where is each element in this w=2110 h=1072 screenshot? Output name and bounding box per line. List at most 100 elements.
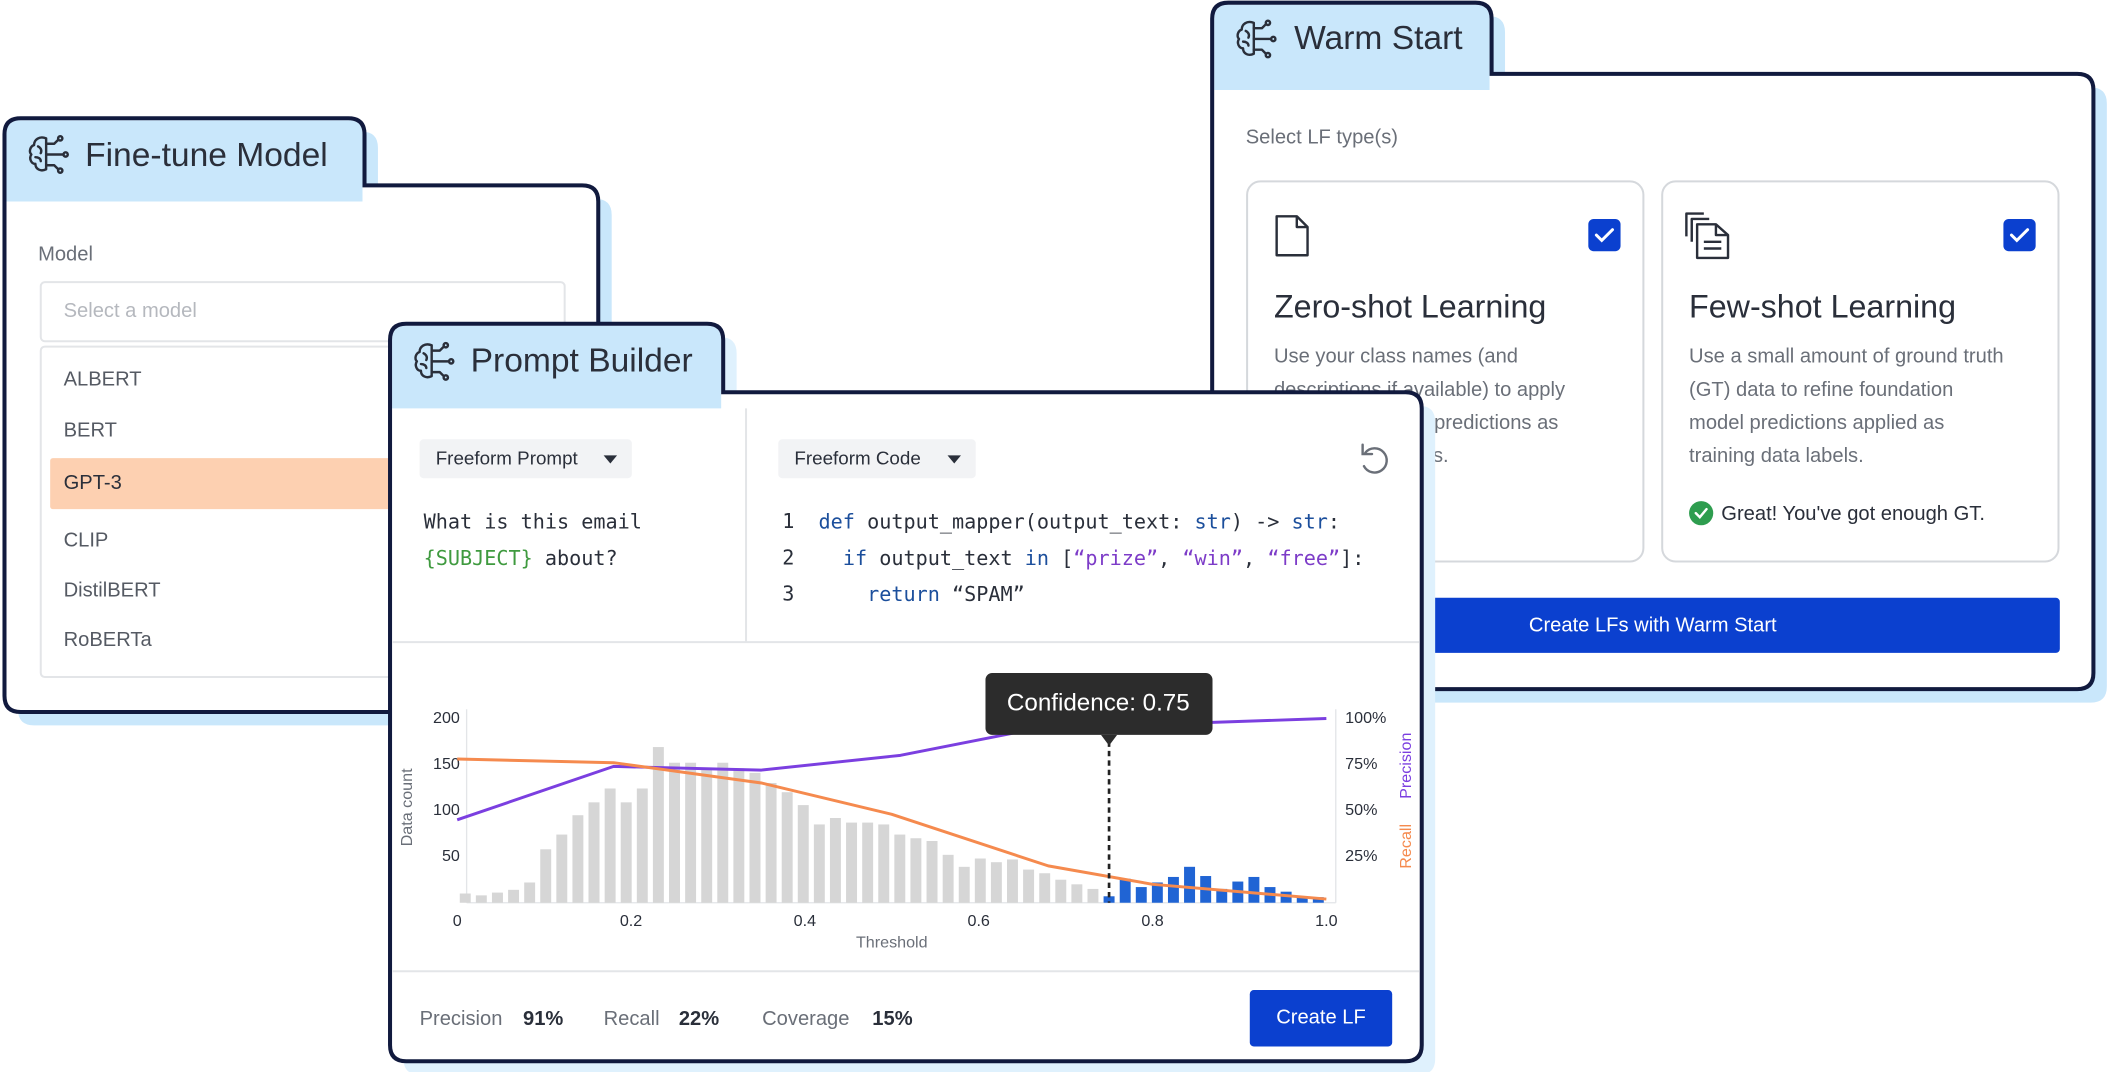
panel-border — [2, 116, 601, 714]
document-icon — [1275, 215, 1309, 257]
code-token: str — [1292, 509, 1328, 533]
y2-tick-label: 75% — [1345, 755, 1377, 773]
status-text: Great! You've got enough GT. — [1721, 503, 1985, 525]
card-description: Use your class names (and — [1274, 346, 1518, 368]
series-line — [457, 757, 1327, 901]
checkbox[interactable] — [1588, 218, 1621, 252]
option[interactable]: RoBERTa — [64, 629, 153, 651]
histogram-bar — [1216, 888, 1228, 903]
stat-label: Recall — [604, 1008, 660, 1030]
reset-icon[interactable] — [1361, 443, 1388, 474]
menu-label: Freeform Code — [794, 447, 920, 468]
histogram-bar — [459, 893, 471, 903]
documents-icon — [1685, 212, 1730, 260]
histogram-bar — [1087, 888, 1099, 903]
menu-label: Freeform Prompt — [436, 447, 579, 468]
histogram-bar — [797, 805, 809, 903]
create-lf-button[interactable] — [1249, 990, 1393, 1047]
option[interactable]: DistilBERT — [64, 579, 161, 601]
line-number: 1 — [782, 509, 794, 533]
checkbox[interactable] — [2003, 218, 2036, 252]
x-tick-label: 0.8 — [1141, 912, 1163, 930]
histogram-bar — [701, 768, 713, 903]
lf-card — [1661, 180, 2060, 563]
code-line: What is this email — [424, 509, 642, 533]
histogram-bar — [475, 895, 487, 903]
histogram-bar — [894, 834, 906, 903]
code-line: {SUBJECT} about? — [424, 545, 618, 569]
panel-body — [390, 323, 1422, 1062]
histogram-bar — [846, 822, 858, 903]
series-label: Recall — [1397, 824, 1415, 869]
histogram-bar — [958, 866, 970, 903]
card-description: Use a small amount of ground truth — [1689, 346, 2004, 368]
tooltip-pointer — [1101, 734, 1118, 746]
code-token: output_mapper(output_text: — [855, 509, 1195, 533]
code-token: [ — [1049, 545, 1073, 569]
code-token: {SUBJECT} — [424, 545, 533, 569]
histogram-bar — [524, 882, 536, 903]
histogram-bar — [1135, 887, 1147, 903]
histogram-bar — [749, 772, 761, 903]
code-token: if — [843, 545, 867, 569]
x-tick-label: 0 — [453, 912, 462, 930]
stat-label: Precision — [420, 1008, 503, 1030]
histogram-bar — [1248, 876, 1260, 903]
field-label: Select LF type(s) — [1246, 127, 1398, 149]
code-token: output_text — [867, 545, 1025, 569]
tooltip — [985, 673, 1213, 735]
histogram-bar — [942, 854, 954, 903]
histogram-bar — [733, 768, 745, 903]
histogram-bar — [604, 788, 616, 903]
series-label: Precision — [1397, 733, 1415, 799]
x-tick-label: 0.2 — [620, 912, 642, 930]
code-token: , — [1243, 545, 1267, 569]
code-token — [819, 582, 868, 606]
option[interactable]: BERT — [64, 420, 117, 442]
code-token — [819, 545, 843, 569]
menu-arrow — [603, 455, 618, 464]
panel-tab — [392, 325, 722, 409]
code-token: in — [1025, 545, 1049, 569]
code-token: str — [1194, 509, 1230, 533]
prompt-menu[interactable] — [419, 439, 632, 479]
panel-tab — [1214, 4, 1490, 91]
code-line: def output_mapper(output_text: str) -> s… — [819, 509, 1340, 533]
panel-border — [388, 321, 1424, 1064]
y2-tick-label: 50% — [1345, 801, 1377, 819]
x-axis-label: Threshold — [856, 933, 928, 951]
histogram-bar — [974, 858, 986, 903]
histogram-bar — [781, 792, 793, 903]
histogram-bar — [910, 838, 922, 903]
y-axis-label: Data count — [398, 768, 416, 846]
histogram-bar — [1151, 882, 1163, 903]
histogram-bar — [620, 802, 632, 903]
select-placeholder: Select a model — [64, 300, 197, 322]
warm-start-button[interactable] — [1247, 597, 2060, 653]
y2-tick-label: 100% — [1345, 709, 1386, 727]
card-title: Zero-shot Learning — [1274, 288, 1546, 324]
status-icon — [1689, 501, 1714, 526]
stat-value: 22% — [679, 1008, 719, 1030]
option[interactable]: GPT-3 — [64, 472, 122, 494]
card-title: Few-shot Learning — [1689, 288, 1956, 324]
histogram-bar — [1006, 859, 1018, 903]
panel-title: Warm Start — [1294, 20, 1463, 57]
histogram-bar — [926, 841, 938, 903]
option[interactable]: CLIP — [64, 530, 109, 552]
histogram-bar — [862, 822, 874, 903]
card-description: (GT) data to refine foundation — [1689, 379, 1953, 401]
histogram-bar — [1167, 876, 1179, 903]
code-menu[interactable] — [778, 439, 976, 479]
histogram-bar — [1280, 891, 1292, 903]
option[interactable]: ALBERT — [64, 368, 142, 390]
stat-label: Coverage — [762, 1008, 849, 1030]
histogram-bar — [636, 788, 648, 903]
field-label: Model — [38, 244, 93, 266]
code-token: “free” — [1267, 545, 1340, 569]
code-token: “prize” — [1073, 545, 1158, 569]
code-token: “win” — [1182, 545, 1243, 569]
code-token: ) -> — [1231, 509, 1292, 533]
x-tick-label: 1.0 — [1315, 912, 1337, 930]
